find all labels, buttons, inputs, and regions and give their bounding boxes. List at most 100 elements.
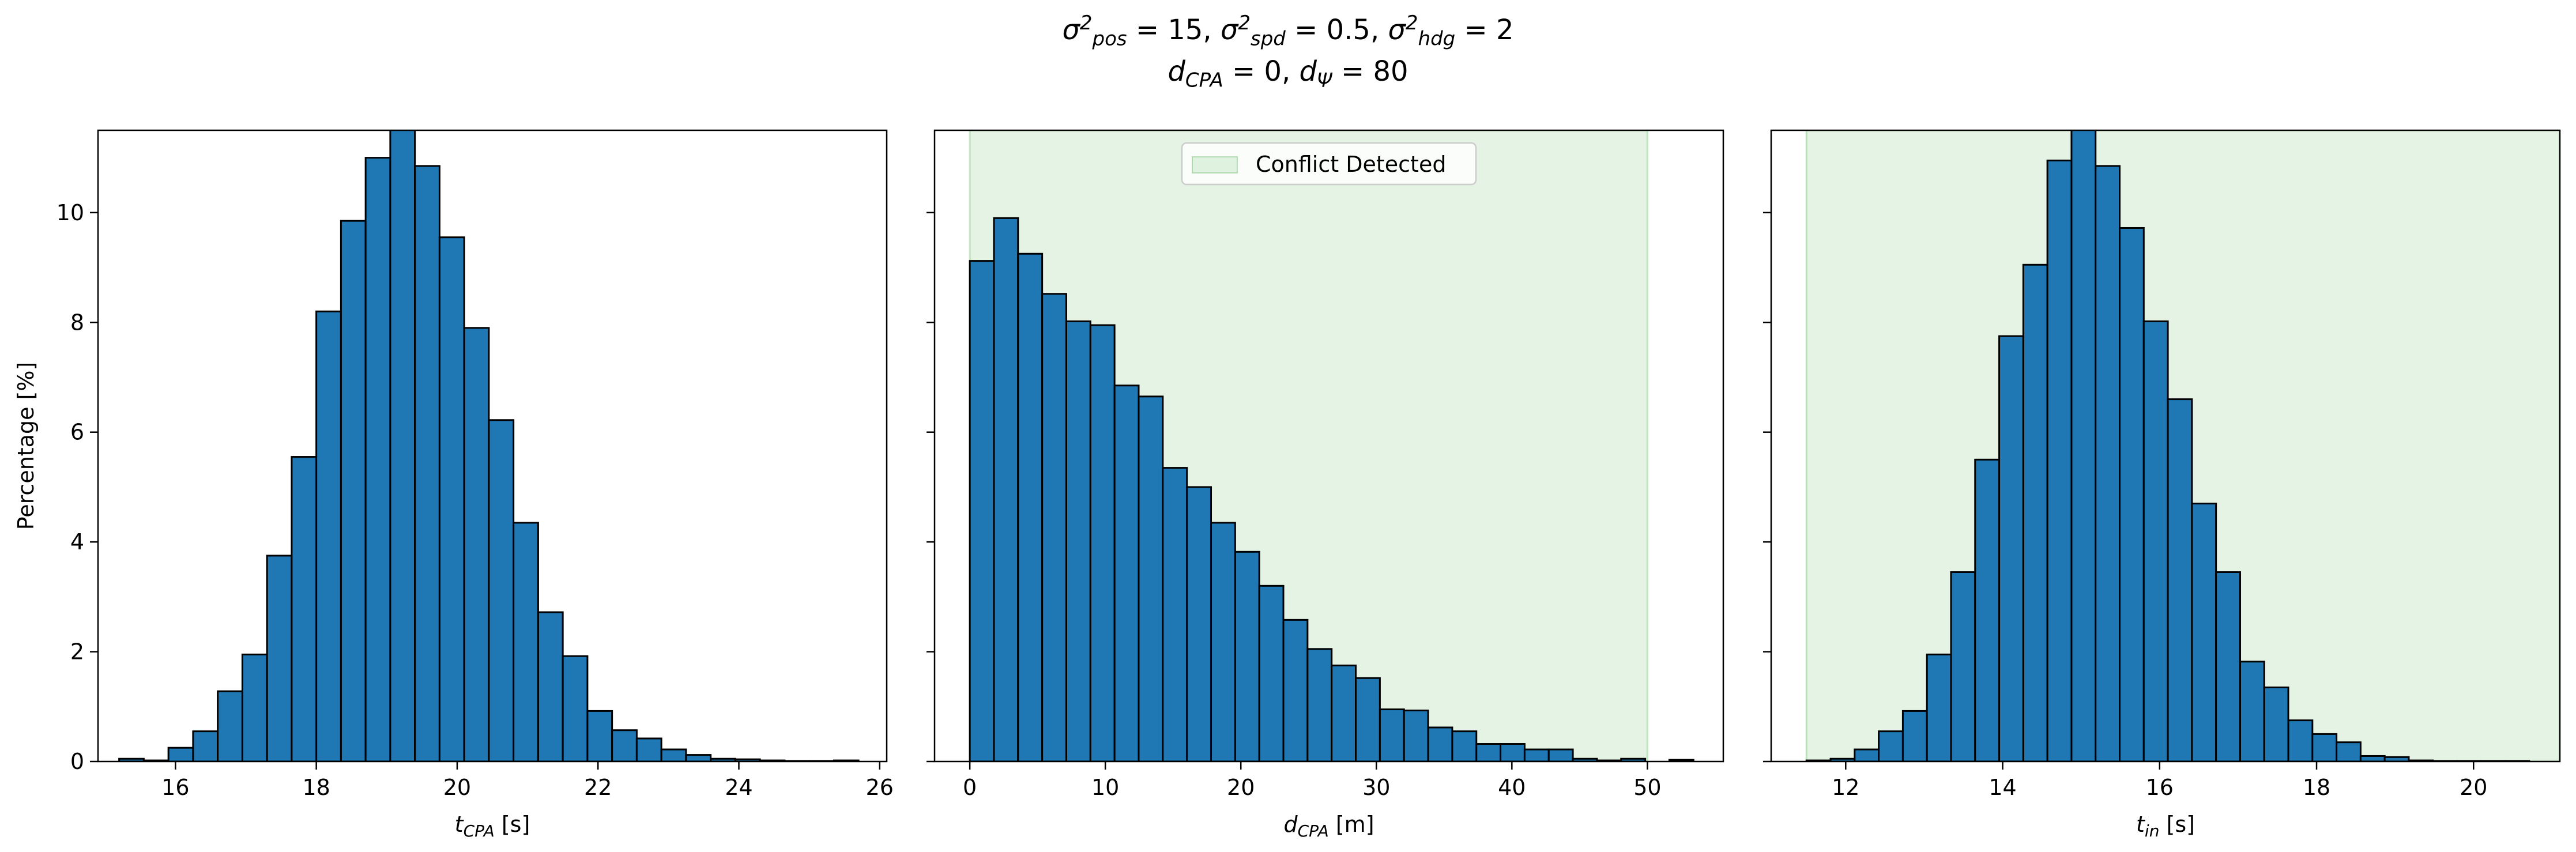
y-tick-label: 2 [70,639,84,665]
histogram-bar [2095,165,2121,761]
y-tick-label: 4 [70,529,84,555]
histogram-bar [1234,551,1260,761]
histogram-bar [1926,653,1952,761]
x-tick-label: 10 [1091,775,1119,800]
x-tick-label: 16 [2146,775,2174,800]
histogram-bar [2191,502,2217,761]
histogram-bar [1620,757,1647,761]
y-tick-label: 8 [70,310,84,335]
histogram-bar [1331,664,1357,761]
x-tick-label: 50 [1633,775,1661,800]
histogram-bar [192,730,219,761]
histogram-bar [2070,130,2097,761]
histogram-bar [266,555,293,761]
panel-d_cpa: 0 10 20 30 40 50 dCPA [m] Conflict Detected [927,129,1724,840]
figure-title-line-2: dCPA = 0, dΨ = 80 [1168,55,1408,92]
x-tick-label: 30 [1362,775,1390,800]
y-axis-label: Percentage [%] [13,362,39,530]
histogram-bar [463,327,490,761]
histogram-bar [217,690,243,761]
y-tick-label: 0 [70,749,84,774]
histogram-bar [660,748,687,761]
axes-frame [1770,129,2561,763]
histogram-bar [537,611,564,761]
x-tick-label: 18 [2303,775,2330,800]
histogram-bar [414,165,440,761]
x-tick-label: 26 [866,775,894,800]
histogram-bar [2336,741,2362,761]
histogram-bar [611,729,638,761]
histogram-bar [1355,677,1381,761]
x-tick-label: 0 [963,775,977,800]
histogram-bar [1258,585,1285,761]
histogram-bar [1138,395,1164,761]
histogram-bar [1065,320,1091,761]
histogram-bar [2119,227,2145,761]
histogram-bar [969,260,995,761]
histogram-bar [635,737,662,761]
y-tick-label: 10 [57,200,84,225]
histogram-bar [1475,743,1502,761]
x-tick-label: 20 [443,775,471,800]
histogram-bar [1403,709,1429,761]
histogram-bar [1282,619,1309,761]
histogram-bar [2046,159,2073,761]
histogram-bar [1041,293,1067,761]
histogram-bar [993,217,1019,761]
histogram-bar [167,747,194,761]
histogram-bar [1451,730,1478,761]
x-tick-label: 14 [1989,775,2016,800]
histogram-bar [389,130,416,761]
histogram-bar [586,710,613,761]
panel-t_in: 12 14 16 18 20 tin [s] [1763,129,2561,840]
histogram-bar [1089,324,1116,761]
histogram-bar [364,157,391,761]
histogram-bar [291,456,318,761]
histogram-bar [2359,755,2386,761]
x-tick-label: 24 [725,775,752,800]
histogram-bar [1901,710,1928,761]
y-tick-label: 6 [70,420,84,445]
histogram-bar [1162,467,1188,761]
histogram-bar [2239,661,2265,761]
histogram-bar [315,310,342,761]
histogram-bar [2022,263,2048,761]
histogram-bar [685,754,712,761]
legend: Conflict Detected [1181,142,1477,186]
histogram-bar [513,522,539,761]
histogram-bar [340,220,367,761]
histogram-bar [1210,522,1236,761]
histogram-bar [1878,730,1904,761]
histogram-bar [438,236,465,761]
histogram-bar [562,655,589,761]
histogram-bar [1854,748,1880,761]
histogram-bar [2263,686,2289,761]
histogram-bar [2167,398,2193,761]
histogram-bar [1547,748,1574,761]
histogram-bar [241,653,268,761]
x-tick-label: 20 [1227,775,1255,800]
histogram-bar [1974,458,2001,761]
histogram-bar [488,419,515,761]
histogram-bar [1500,743,1526,761]
histogram-bar [1017,252,1044,761]
histogram-bar [2215,571,2241,761]
x-axis-label: tCPA [s] [455,812,530,840]
x-tick-label: 12 [1832,775,1859,800]
histogram-bar [1950,571,1976,761]
histogram-bar [2287,719,2314,761]
histogram-bar [1523,748,1550,761]
x-axis-label: dCPA [m] [1283,812,1374,840]
legend-label: Conflict Detected [1256,152,1446,177]
x-tick-label: 18 [302,775,330,800]
figure-title-line-1: σ2pos = 15, σ2spd = 0.5, σ2hdg = 2 [1062,12,1514,51]
x-tick-label: 16 [161,775,189,800]
histogram-bar [1427,726,1453,761]
histogram-bar [1998,335,2024,761]
x-axis-label: tin [s] [2136,812,2195,840]
histogram-bar [2142,320,2169,761]
legend-swatch [1192,156,1238,174]
x-tick-label: 22 [584,775,612,800]
